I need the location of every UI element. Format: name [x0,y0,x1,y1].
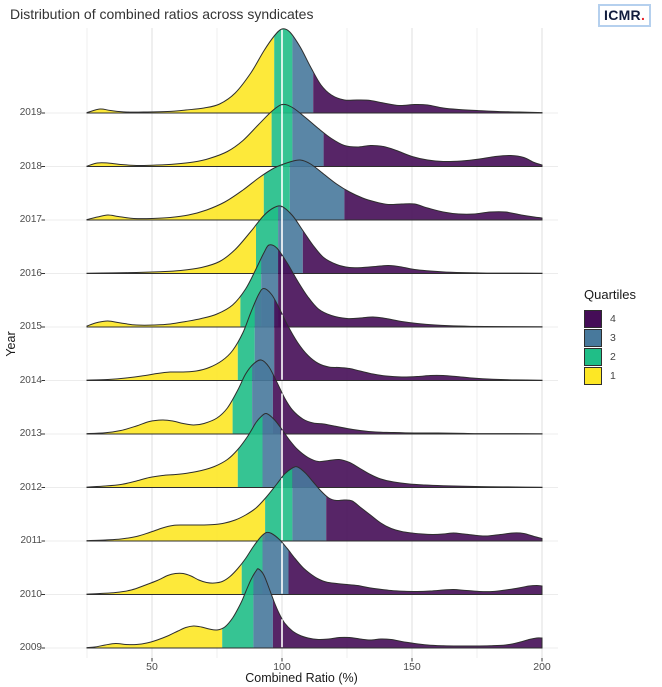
legend-label-1: 1 [610,369,616,382]
legend: Quartiles 4 3 2 1 [584,287,636,385]
year-label-2018: 2018 [19,160,42,172]
ridge-2014 [86,287,543,381]
legend-label-2: 2 [610,350,616,363]
legend-swatch-3 [584,328,602,347]
x-axis-title: Combined Ratio (%) [245,671,358,685]
year-label-2013: 2013 [19,428,42,439]
year-label-2016: 2016 [19,267,42,279]
x-tick-label-200: 200 [533,661,551,673]
legend-entries: 4 3 2 1 [584,309,636,385]
legend-swatch-1 [584,366,602,385]
y-axis-title: Year [4,331,18,357]
legend-entry-3: 3 [584,328,636,347]
ridge-2012 [86,412,543,488]
axis-ticks [41,112,543,662]
ridge-2011 [86,466,543,542]
ridge-2009 [86,568,543,649]
year-label-2019: 2019 [19,107,42,118]
legend-entry-4: 4 [584,309,636,328]
legend-label-3: 3 [610,331,616,344]
year-label-2015: 2015 [19,321,42,332]
legend-entry-1: 1 [584,366,636,385]
year-label-2009: 2009 [19,642,42,653]
year-label-2012: 2012 [19,481,42,493]
x-tick-label-50: 50 [146,661,158,673]
year-label-2010: 2010 [19,588,42,600]
legend-swatch-4 [584,309,602,328]
chart-title: Distribution of combined ratios across s… [10,6,314,22]
x-tick-label-150: 150 [403,661,421,673]
ridge-2018 [86,103,543,167]
legend-swatch-2 [584,347,602,366]
legend-entry-2: 2 [584,347,636,366]
icmr-logo: ICMR. [598,4,652,27]
ridge-2010 [86,531,543,595]
x-tick-label-100: 100 [273,661,291,673]
year-label-2014: 2014 [19,374,42,386]
legend-title: Quartiles [584,287,637,302]
year-label-2011: 2011 [20,535,42,546]
legend-label-4: 4 [610,312,616,325]
ridge-2017 [86,159,543,221]
icmr-logo-dot: . [640,7,646,23]
icmr-logo-text: ICMR [604,7,641,23]
ridge-2019 [86,28,543,114]
year-label-2017: 2017 [19,214,42,225]
